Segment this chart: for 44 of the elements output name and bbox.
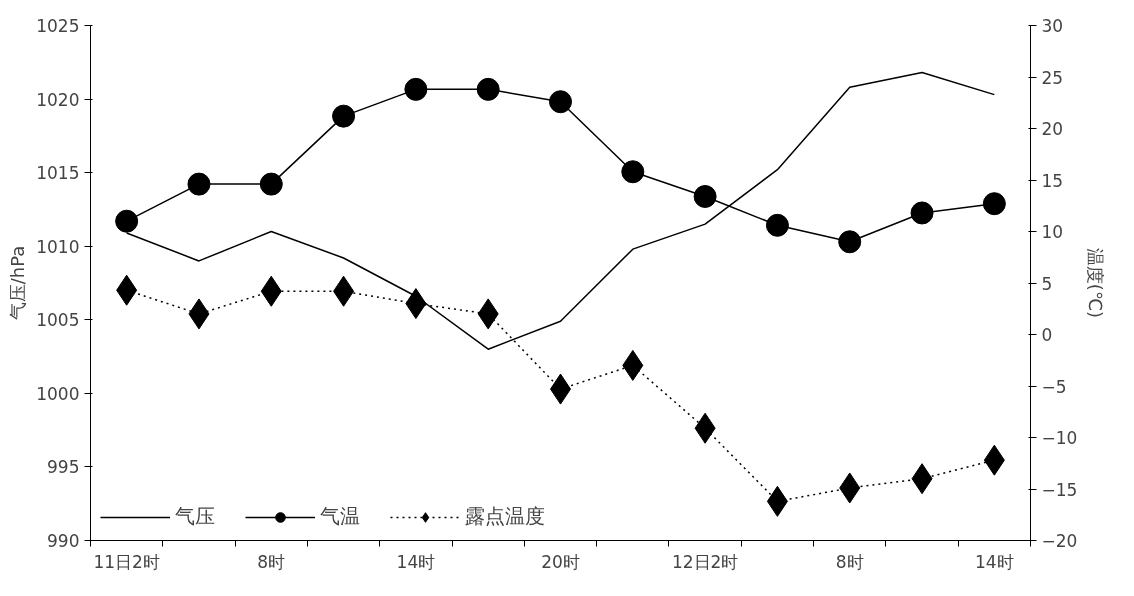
y2-tick-label: 15 — [1041, 170, 1064, 191]
point — [332, 104, 356, 128]
x-tick-label: 8时 — [835, 551, 864, 572]
y2-axis-title: 温度(℃) — [1085, 247, 1107, 319]
y2-tick-label: −10 — [1041, 428, 1078, 448]
legend-label: 露点温度 — [465, 503, 545, 530]
y-tick-label: 995 — [47, 457, 80, 478]
y2-tick-label: −15 — [1041, 479, 1078, 500]
y-tick-label: 1015 — [36, 163, 80, 184]
point — [693, 185, 717, 208]
point — [838, 230, 862, 254]
y-axis-title: 气压/hPa — [7, 245, 29, 321]
point — [910, 201, 934, 225]
y-tick-label: 1000 — [36, 383, 80, 404]
y-tick-label: 990 — [47, 531, 80, 551]
y2-tick-label: 5 — [1041, 273, 1053, 294]
y-tick-label: 1025 — [36, 16, 80, 36]
point — [404, 77, 428, 101]
x-tick-label: 11日2时 — [93, 551, 160, 572]
point — [476, 77, 500, 101]
legend-label: 气压 — [175, 503, 215, 530]
legend-label: 气温 — [320, 503, 360, 530]
y2-tick-label: 25 — [1041, 67, 1064, 88]
point — [549, 90, 572, 114]
y2-tick-label: 30 — [1041, 16, 1064, 36]
point — [187, 172, 211, 196]
point — [621, 160, 645, 184]
y-tick-label: 1010 — [36, 236, 80, 257]
x-tick-label: 14时 — [975, 551, 1014, 572]
y2-tick-label: 10 — [1041, 222, 1064, 242]
point — [115, 209, 139, 233]
y2-tick-label: 0 — [1041, 325, 1053, 345]
y2-tick-label: 20 — [1041, 119, 1064, 139]
x-tick-label: 14时 — [396, 551, 436, 572]
x-tick-label: 12日2时 — [671, 551, 739, 572]
y2-tick-label: −20 — [1041, 531, 1078, 551]
y-tick-label: 1020 — [36, 89, 80, 110]
point — [765, 213, 789, 237]
point — [259, 172, 283, 196]
y-tick-label: 1005 — [36, 310, 80, 331]
y2-tick-label: −5 — [1041, 376, 1067, 397]
point — [982, 192, 1006, 216]
x-tick-label: 20时 — [541, 551, 580, 572]
x-tick-label: 8时 — [257, 551, 286, 572]
